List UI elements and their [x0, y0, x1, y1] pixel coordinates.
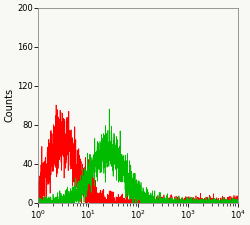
Y-axis label: Counts: Counts [4, 88, 14, 122]
